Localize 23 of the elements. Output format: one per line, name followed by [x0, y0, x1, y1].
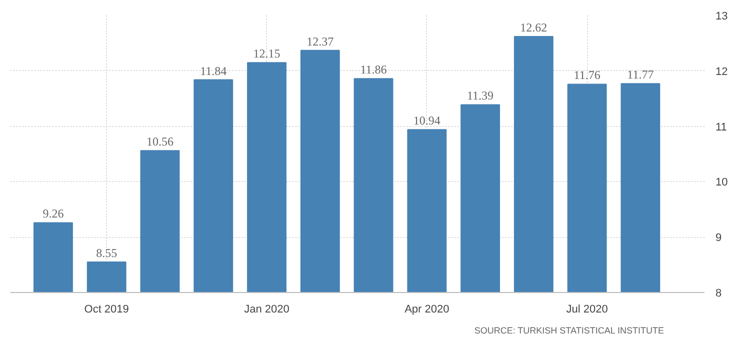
data-label: 11.76	[574, 68, 600, 82]
data-label: 12.37	[306, 34, 334, 48]
y-tick-label: 13	[716, 10, 728, 22]
data-label: 12.15	[253, 46, 280, 61]
y-tick-label: 8	[716, 288, 722, 300]
x-tick-label: Oct 2019	[84, 304, 129, 316]
x-tick-label: Apr 2020	[404, 304, 450, 316]
y-tick-label: 12	[716, 66, 728, 78]
data-label: 11.77	[627, 68, 654, 82]
y-tick-label: 11	[716, 121, 727, 134]
data-label: 8.55	[96, 246, 118, 260]
data-label: 11.84	[200, 64, 227, 78]
y-tick-label: 9	[716, 232, 722, 244]
data-label: 11.39	[467, 88, 494, 103]
data-label: 10.94	[413, 114, 440, 128]
x-tick-label: Jul 2020	[566, 304, 608, 316]
data-label: 12.62	[520, 20, 548, 35]
data-label: 10.56	[146, 134, 174, 149]
data-label: 11.86	[360, 62, 387, 77]
source-note: SOURCE: TURKISH STATISTICAL INSTITUTE	[474, 326, 664, 336]
x-tick-label: Jan 2020	[244, 304, 290, 316]
y-tick-label: 10	[716, 176, 728, 189]
data-label: 9.26	[42, 206, 64, 221]
